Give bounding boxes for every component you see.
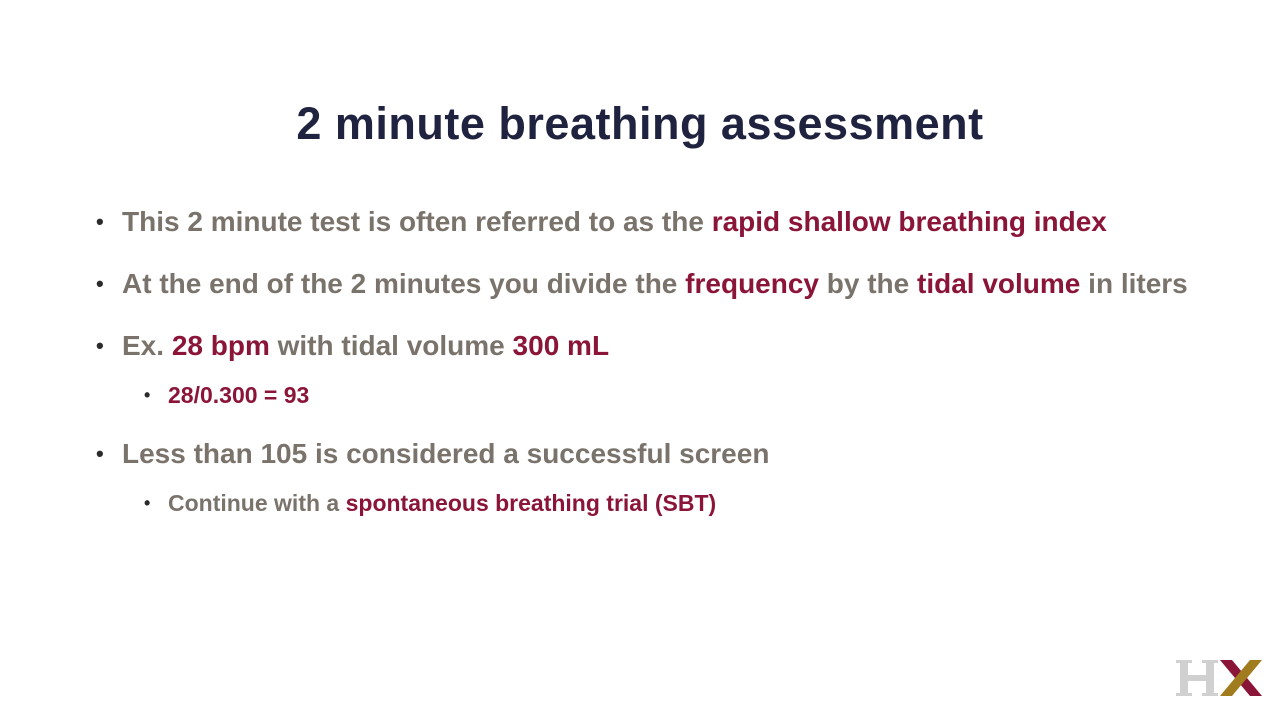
bullet-highlight: 28/0.300 = 93 <box>168 382 310 408</box>
sub-bullet-item: 28/0.300 = 93 <box>144 380 1206 410</box>
sub-bullet-item: Continue with a spontaneous breathing tr… <box>144 488 1206 518</box>
bullet-item: At the end of the 2 minutes you divide t… <box>96 266 1206 302</box>
bullet-item: Ex. 28 bpm with tidal volume 300 mL <box>96 328 1206 364</box>
bullet-highlight: tidal volume <box>917 268 1081 299</box>
bullet-highlight: spontaneous breathing trial (SBT) <box>345 490 717 516</box>
bullet-text: Less than 105 is considered a successful… <box>122 438 770 469</box>
bullet-text: At the end of the 2 minutes you divide t… <box>122 268 686 299</box>
bullet-highlight: frequency <box>685 268 819 299</box>
bullet-text: in liters <box>1080 268 1188 299</box>
bullet-item: This 2 minute test is often referred to … <box>96 204 1206 240</box>
bullet-text: with tidal volume <box>269 330 513 361</box>
bullet-text: Continue with a <box>168 490 346 516</box>
slide-title: 2 minute breathing assessment <box>296 98 984 149</box>
bullet-highlight: rapid shallow breathing index <box>711 206 1107 237</box>
bullet-item: Less than 105 is considered a successful… <box>96 436 1206 472</box>
bullet-text: This 2 minute test is often referred to … <box>122 206 712 237</box>
bullet-highlight: 300 mL <box>512 330 610 361</box>
hx-logo <box>1176 660 1262 696</box>
bullet-text: by the <box>819 268 918 299</box>
hx-logo-x <box>1220 660 1262 696</box>
hx-logo-h <box>1176 660 1218 696</box>
bullet-highlight: 28 bpm <box>171 330 270 361</box>
bullet-text: Ex. <box>122 330 172 361</box>
bullet-list: This 2 minute test is often referred to … <box>96 204 1206 518</box>
